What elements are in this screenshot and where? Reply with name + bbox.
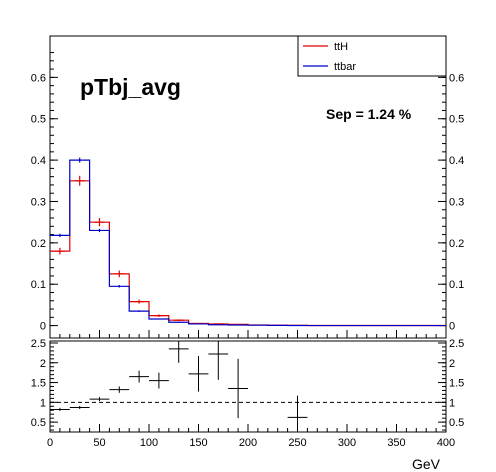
x-tick-label: 300 (338, 437, 356, 449)
ratio-point (69, 405, 90, 410)
separation-annotation: Sep = 1.24 % (326, 106, 412, 122)
ratio-pad-frame (49, 340, 447, 433)
legend-label-tth: ttH (334, 41, 348, 53)
y-tick-label: 0.5 (31, 114, 46, 126)
x-tick-label: 350 (387, 437, 405, 449)
ratio-y-tick-label-right: 1 (449, 397, 455, 409)
y-tick-label: 0.3 (31, 196, 46, 208)
y-tick-label-right: 0.6 (449, 72, 464, 84)
histogram-errorbar-ttH (134, 299, 145, 304)
x-tick-label: 50 (93, 437, 105, 449)
y-tick-label-right: 0 (449, 321, 455, 333)
y-tick-label: 0.2 (31, 238, 46, 250)
ratio-point (129, 370, 149, 383)
legend: ttH ttbar (297, 35, 447, 77)
x-tick-label: 400 (437, 437, 455, 449)
histogram-errorbar-ttH (153, 314, 164, 317)
y-tick-label: 0.6 (31, 72, 46, 84)
chart-title: pTbj_avg (80, 74, 181, 100)
ratio-y-axis: 0.5 0.5 1 1 1.5 1.5 2 2 2.5 2.5 (31, 338, 464, 431)
ratio-point (89, 397, 110, 402)
histogram-errorbar-ttH (74, 175, 85, 186)
ratio-point (168, 341, 189, 363)
x-tick-label: 150 (189, 437, 207, 449)
ratio-series (50, 341, 308, 432)
ratio-point (188, 356, 209, 392)
y-tick-label: 0.4 (31, 155, 46, 167)
ratio-y-tick-label-right: 2.5 (449, 338, 464, 350)
ratio-point (228, 358, 248, 419)
x-axis: 0 50 100 150 200 250 300 350 400 (47, 424, 455, 449)
ratio-point (50, 407, 70, 412)
x-tick-label: 200 (239, 437, 257, 449)
histogram-errorbar-ttH (114, 270, 125, 278)
histogram-series (50, 157, 446, 327)
x-tick-label: 0 (47, 437, 53, 449)
y-tick-label-right: 0.1 (449, 279, 464, 291)
y-tick-label: 0.1 (31, 279, 46, 291)
histogram-errorbar-ttH (94, 218, 105, 227)
y-tick-label-right: 0.4 (449, 155, 464, 167)
ratio-y-tick-label-right: 1.5 (449, 378, 464, 390)
ratio-y-tick-label: 0.5 (31, 417, 46, 429)
upper-pad-frame (49, 35, 447, 339)
ratio-y-tick-label-right: 2 (449, 358, 455, 370)
legend-label-ttbar: ttbar (334, 61, 356, 73)
ratio-point (109, 386, 130, 393)
upper-y-axis: 0 0 0.1 0.1 0.2 0.2 0.3 0.3 0.4 0.4 0.5 0.5 0.6 0.6 (31, 52, 464, 338)
y-tick-label-right: 0.2 (449, 238, 464, 250)
x-axis-title: GeV (412, 456, 441, 472)
histogram-errorbar-ttH (173, 319, 184, 322)
ratio-y-tick-label: 2.5 (31, 338, 46, 350)
x-tick-label: 250 (288, 437, 306, 449)
ratio-y-tick-label: 2 (40, 358, 46, 370)
ratio-y-tick-label: 1 (40, 397, 46, 409)
ratio-y-tick-label-right: 0.5 (449, 417, 464, 429)
legend-box (297, 35, 447, 77)
ratio-point (287, 395, 308, 432)
histogram-errorbar-ttH (54, 247, 65, 255)
ratio-point (208, 341, 229, 380)
x-tick-label: 100 (140, 437, 158, 449)
y-tick-label-right: 0.3 (449, 196, 464, 208)
ratio-y-tick-label: 1.5 (31, 378, 46, 390)
ratio-point (149, 372, 169, 389)
y-tick-label: 0 (40, 321, 46, 333)
y-tick-label-right: 0.5 (449, 114, 464, 126)
